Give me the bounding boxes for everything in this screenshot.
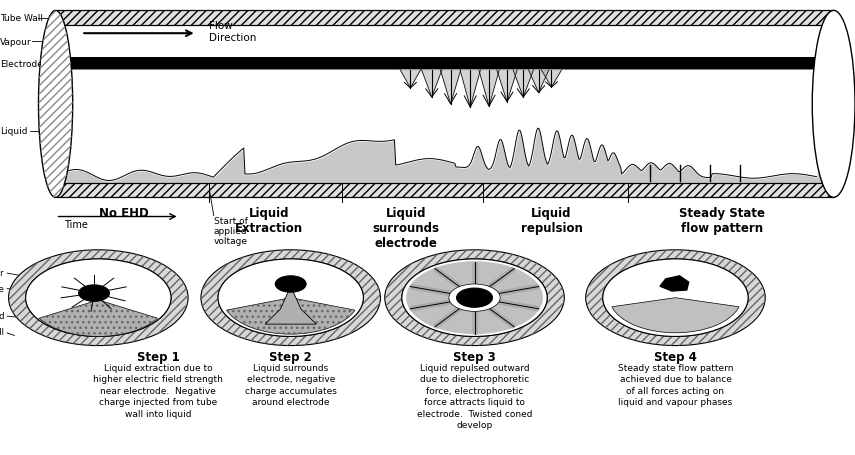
Polygon shape xyxy=(460,71,481,108)
Bar xyxy=(56,58,834,71)
Text: Liquid: Liquid xyxy=(0,312,4,321)
Text: Step 1: Step 1 xyxy=(137,350,180,364)
Text: Electrode: Electrode xyxy=(0,60,43,69)
Wedge shape xyxy=(475,265,495,298)
Text: Liquid repulsed outward
due to dielectrophoretic
force, electrophoretic
force at: Liquid repulsed outward due to dielectro… xyxy=(416,363,533,429)
Text: Liquid: Liquid xyxy=(0,127,27,136)
Circle shape xyxy=(406,262,543,334)
Circle shape xyxy=(603,259,748,337)
Polygon shape xyxy=(422,71,442,98)
Bar xyxy=(56,26,834,58)
Text: Vapour: Vapour xyxy=(0,38,32,46)
Circle shape xyxy=(218,259,363,337)
Text: Tube Wall: Tube Wall xyxy=(0,328,4,337)
Bar xyxy=(56,71,834,183)
Text: Steady state flow pattern
achieved due to balance
of all forces acting on
liquid: Steady state flow pattern achieved due t… xyxy=(617,363,734,406)
Polygon shape xyxy=(513,71,534,98)
Circle shape xyxy=(449,284,500,312)
Polygon shape xyxy=(400,71,421,89)
Bar xyxy=(56,11,834,26)
Polygon shape xyxy=(528,71,549,93)
Bar xyxy=(56,11,834,26)
Wedge shape xyxy=(454,265,475,298)
Text: Start of
applied
voltage: Start of applied voltage xyxy=(214,216,248,246)
Wedge shape xyxy=(475,278,528,298)
Wedge shape xyxy=(475,298,528,318)
Wedge shape xyxy=(475,298,495,331)
Polygon shape xyxy=(265,287,316,324)
Polygon shape xyxy=(479,71,499,107)
Polygon shape xyxy=(440,71,461,105)
Text: Vapour: Vapour xyxy=(0,268,4,278)
Wedge shape xyxy=(422,298,475,318)
Wedge shape xyxy=(227,298,355,334)
Circle shape xyxy=(459,290,490,306)
Text: No EHD: No EHD xyxy=(99,207,149,220)
Ellipse shape xyxy=(812,11,855,198)
Polygon shape xyxy=(541,71,562,88)
Text: Electrode: Electrode xyxy=(0,284,4,293)
Circle shape xyxy=(79,285,109,302)
Text: Step 2: Step 2 xyxy=(269,350,312,364)
Text: Liquid extraction due to
higher electric field strength
near electrode.  Negativ: Liquid extraction due to higher electric… xyxy=(93,363,223,418)
Text: Liquid
Extraction: Liquid Extraction xyxy=(235,207,304,235)
Polygon shape xyxy=(660,276,689,292)
Text: Step 4: Step 4 xyxy=(654,350,697,364)
Circle shape xyxy=(457,288,492,308)
Text: Liquid
repulsion: Liquid repulsion xyxy=(521,207,582,235)
Wedge shape xyxy=(422,278,475,298)
Circle shape xyxy=(26,259,171,337)
Text: Tube Wall: Tube Wall xyxy=(0,14,43,23)
Ellipse shape xyxy=(38,11,73,198)
Bar xyxy=(56,183,834,198)
Circle shape xyxy=(275,276,306,293)
Text: Liquid
surrounds
electrode: Liquid surrounds electrode xyxy=(373,207,439,250)
Wedge shape xyxy=(612,298,739,333)
Wedge shape xyxy=(454,298,475,331)
Circle shape xyxy=(402,259,547,337)
Text: Liquid surrounds
electrode, negative
charge accumulates
around electrode: Liquid surrounds electrode, negative cha… xyxy=(245,363,337,406)
Text: Time: Time xyxy=(64,219,88,229)
Wedge shape xyxy=(39,300,157,337)
Polygon shape xyxy=(497,71,517,102)
Text: Flow
Direction: Flow Direction xyxy=(209,21,256,43)
Bar xyxy=(56,183,834,198)
Text: Steady State
flow pattern: Steady State flow pattern xyxy=(680,207,765,235)
Text: Step 3: Step 3 xyxy=(453,350,496,364)
